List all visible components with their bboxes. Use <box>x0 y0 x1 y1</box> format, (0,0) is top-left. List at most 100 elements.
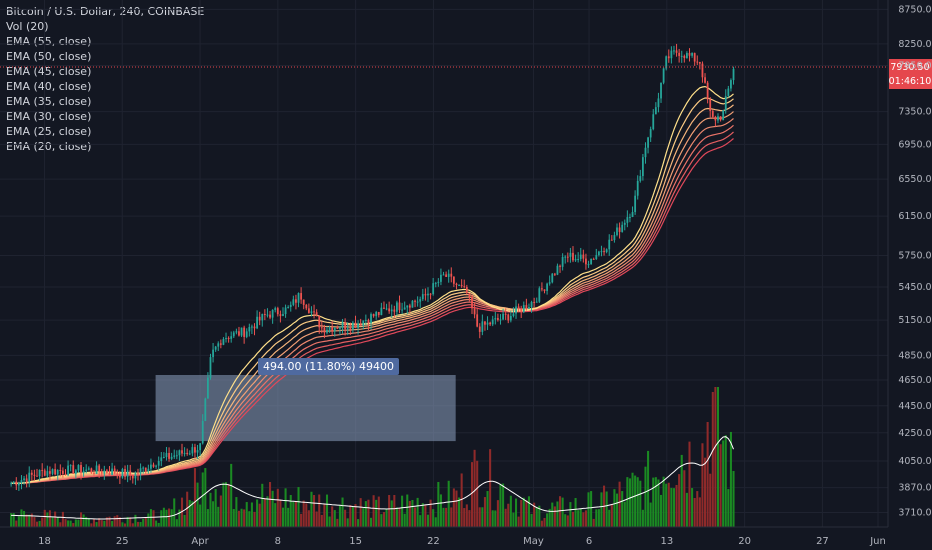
volume-bar <box>732 470 735 527</box>
volume-bar <box>95 522 98 527</box>
volume-bar <box>719 444 722 527</box>
volume-bar <box>499 483 502 527</box>
legend-ema-25[interactable]: EMA (25, close) <box>6 125 92 138</box>
candle-body <box>559 265 561 267</box>
candle-body <box>688 53 691 56</box>
y-tick-label: 6950.00 <box>898 139 932 150</box>
volume-bar <box>294 501 297 527</box>
volume-bar <box>491 510 494 527</box>
candle-body <box>253 326 256 329</box>
candle-body <box>10 483 13 485</box>
candle-body <box>393 309 396 312</box>
candle-body <box>403 307 406 310</box>
volume-bar <box>196 482 199 527</box>
ema-line-20 <box>11 85 734 484</box>
symbol-title[interactable]: Bitcoin / U.S. Dollar, 240, COINBASE <box>6 5 205 18</box>
volume-bar <box>224 482 228 527</box>
volume-bar <box>116 515 119 527</box>
candle-body <box>300 293 303 300</box>
y-tick-label: 3870.00 <box>898 483 932 494</box>
candle-body <box>585 258 587 265</box>
volume-bar <box>344 509 347 527</box>
legend-ema-30[interactable]: EMA (30, close) <box>6 110 92 123</box>
candle-body <box>419 299 422 302</box>
volume-bar <box>432 509 435 527</box>
candle-body <box>437 281 440 283</box>
candle-body <box>600 251 603 253</box>
candle-body <box>64 473 67 476</box>
candle-body <box>188 453 191 455</box>
volume-bar <box>406 494 409 527</box>
candle-body <box>150 464 152 469</box>
volume-bar <box>615 493 619 527</box>
volume-bar <box>706 421 709 527</box>
legend-ema-40[interactable]: EMA (40, close) <box>6 80 92 93</box>
candle-body <box>279 314 282 317</box>
candle-body <box>660 82 662 99</box>
volume-bar <box>354 504 357 527</box>
candle-body <box>572 252 574 261</box>
volume-bar <box>168 508 171 527</box>
candle-body <box>225 337 227 340</box>
volume-bar <box>657 479 660 527</box>
volume-bar <box>556 501 559 527</box>
candle-body <box>80 465 82 474</box>
candle-body <box>489 322 492 325</box>
legend-ema-55[interactable]: EMA (55, close) <box>6 35 92 48</box>
volume-bar <box>175 519 178 527</box>
volume-bar <box>59 522 62 527</box>
legend-ema-35[interactable]: EMA (35, close) <box>6 95 92 108</box>
volume-bar <box>489 449 492 527</box>
volume-bar <box>90 523 93 527</box>
volume-bar <box>134 514 137 527</box>
candle-body <box>680 55 683 57</box>
volume-bar <box>546 513 549 527</box>
volume-bar <box>408 500 411 527</box>
volume-bar <box>15 520 18 527</box>
candle-body <box>256 316 258 329</box>
candle-body <box>597 251 600 256</box>
candle-body <box>131 475 134 479</box>
candle-body <box>349 328 352 330</box>
volume-bar <box>113 516 116 527</box>
volume-bar <box>338 505 341 527</box>
candle-body <box>621 224 624 232</box>
volume-bar <box>61 511 64 527</box>
candle-body <box>491 319 494 325</box>
candle-body <box>698 62 701 64</box>
candle-body <box>74 470 77 474</box>
candle-body <box>206 377 209 399</box>
volume-bar <box>72 523 75 527</box>
legend-ema-50[interactable]: EMA (50, close) <box>6 50 92 63</box>
volume-bar <box>139 521 142 527</box>
candle-body <box>307 308 310 313</box>
volume-bar <box>421 503 424 527</box>
candle-body <box>170 456 173 459</box>
candle-body <box>465 286 468 294</box>
volume-bar <box>517 516 520 527</box>
legend-ema-20[interactable]: EMA (20, close) <box>6 140 92 153</box>
candle-body <box>553 273 556 275</box>
candle-body <box>178 450 181 456</box>
candle-body <box>219 343 222 345</box>
volume-bar <box>419 515 422 527</box>
volume-bar <box>722 440 725 527</box>
legend-vol[interactable]: Vol (20) <box>6 20 49 33</box>
legend-ema-45[interactable]: EMA (45, close) <box>6 65 92 78</box>
volume-bar <box>465 504 468 527</box>
candle-body <box>530 301 533 307</box>
candle-body <box>717 116 719 121</box>
candle-body <box>450 273 453 277</box>
candle-body <box>134 473 137 479</box>
volume-bar <box>230 463 233 527</box>
candle-body <box>139 468 142 474</box>
volume-bar <box>300 513 303 527</box>
candle-body <box>33 474 36 476</box>
candle-body <box>608 239 611 250</box>
candle-body <box>502 313 504 320</box>
candle-body <box>471 296 473 309</box>
candle-body <box>51 469 54 474</box>
volume-bar <box>98 518 101 527</box>
candle-body <box>691 53 693 56</box>
